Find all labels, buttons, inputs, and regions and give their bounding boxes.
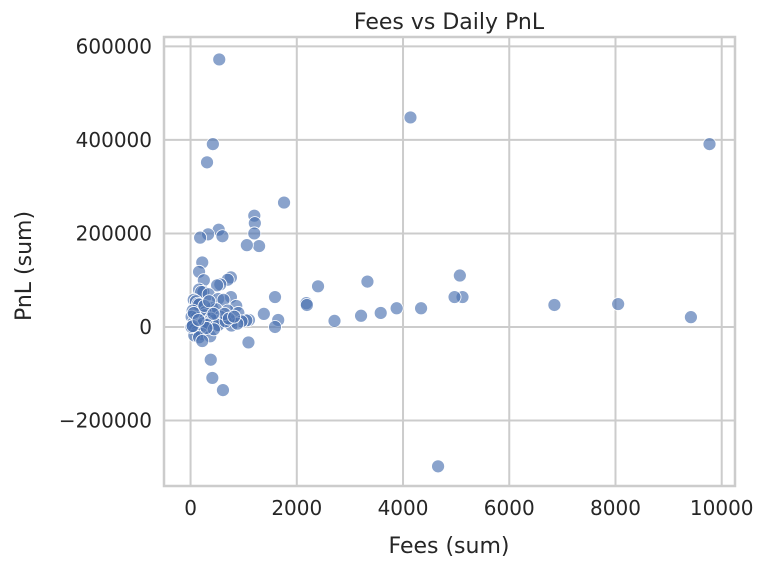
scatter-point [212, 52, 227, 67]
scatter-point [354, 308, 368, 323]
scatter-point [327, 313, 342, 328]
scatter-point [452, 268, 467, 283]
scatter-point [403, 110, 418, 125]
plot-frame [162, 35, 737, 488]
scatter-point [227, 309, 242, 324]
scatter-point [210, 278, 225, 293]
scatter-point [277, 195, 291, 210]
scatter-point [547, 298, 562, 312]
x-axis-title: Fees (sum) [389, 534, 510, 559]
x-tick-label: 6000 [484, 496, 535, 520]
x-tick-label: 2000 [271, 496, 322, 520]
scatter-point [205, 371, 220, 385]
scatter-point [414, 301, 428, 316]
scatter-point [611, 297, 626, 311]
data-points [184, 52, 717, 474]
scatter-point [268, 320, 282, 334]
y-axis-ticks: −200000 0 200000 400000 600000 [59, 34, 152, 432]
y-tick-label: 600000 [76, 34, 152, 58]
scatter-point [241, 335, 256, 350]
scatter-point [200, 155, 214, 170]
scatter-point [299, 298, 314, 312]
chart-title: Fees vs Daily PnL [354, 10, 545, 35]
scatter-point [702, 137, 717, 152]
scatter-point [373, 306, 388, 320]
scatter-point [360, 274, 375, 289]
grid-lines [164, 37, 735, 486]
scatter-point [252, 239, 266, 253]
scatter-point [389, 301, 404, 316]
scatter-point [202, 294, 217, 309]
x-tick-label: 4000 [378, 496, 429, 520]
scatter-point [239, 238, 254, 253]
scatter-point [268, 290, 282, 304]
scatter-point [247, 226, 262, 241]
scatter-point [447, 290, 462, 304]
scatter-point [203, 352, 218, 367]
scatter-point [206, 306, 221, 321]
x-tick-label: 8000 [590, 496, 641, 520]
y-axis-title: PnL (sum) [12, 211, 37, 321]
y-tick-label: 400000 [76, 128, 152, 152]
scatter-point [191, 313, 206, 327]
x-axis-ticks: 0 2000 4000 6000 8000 10000 [184, 496, 753, 520]
scatter-point [215, 229, 230, 244]
scatter-point [431, 459, 445, 474]
y-tick-label: −200000 [59, 409, 152, 433]
scatter-point [205, 137, 220, 152]
scatter-point [216, 383, 230, 398]
y-tick-label: 0 [139, 315, 152, 339]
x-tick-label: 10000 [690, 496, 754, 520]
x-tick-label: 0 [184, 496, 197, 520]
scatter-point [256, 306, 271, 321]
scatter-point [684, 310, 698, 325]
scatter-point [195, 334, 210, 348]
scatter-point [311, 279, 325, 294]
scatter-point [193, 230, 208, 245]
y-tick-label: 200000 [76, 221, 152, 245]
